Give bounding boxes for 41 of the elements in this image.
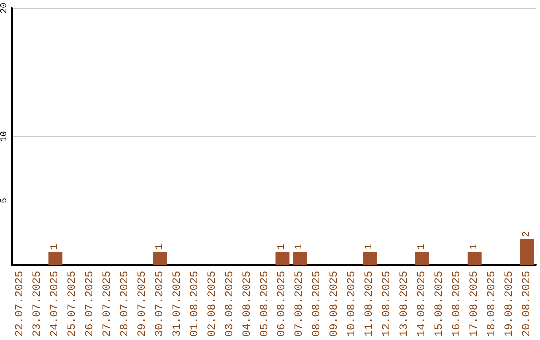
x-tick-label: 29.07.2025 <box>137 270 149 338</box>
data-label: 1 <box>416 244 428 250</box>
x-tick-label: 15.08.2025 <box>434 270 446 338</box>
x-tick-label: 25.07.2025 <box>67 270 80 338</box>
x-tick-label: 31.07.2025 <box>172 270 184 338</box>
x-tick-label: 14.08.2025 <box>416 270 428 338</box>
x-tick-label: 12.08.2025 <box>382 270 394 338</box>
data-label: 1 <box>469 244 480 250</box>
x-tick-label: 23.07.2025 <box>32 270 44 338</box>
x-tick-label: 06.08.2025 <box>276 270 289 338</box>
y-tick-label: 5 <box>0 198 10 204</box>
x-tick-label: 19.08.2025 <box>504 270 516 338</box>
x-tick-label: 13.08.2025 <box>399 270 411 338</box>
y-tick-label: 10 <box>0 131 10 142</box>
x-tick-label: 01.08.2025 <box>189 270 202 338</box>
x-tick-label: 26.07.2025 <box>84 270 97 338</box>
x-tick-label: 22.07.2025 <box>14 270 27 338</box>
x-tick-label: 18.08.2025 <box>486 270 498 338</box>
x-tick-label: 16.08.2025 <box>451 270 464 338</box>
data-label: 2 <box>522 231 533 238</box>
x-tick-label: 11.08.2025 <box>364 270 376 338</box>
x-tick-label: 05.08.2025 <box>259 270 272 338</box>
x-tick-label: 10.08.2025 <box>346 270 359 338</box>
x-tick-label: 03.08.2025 <box>224 270 236 338</box>
x-tick-label: 02.08.2025 <box>206 270 219 338</box>
x-tick-label: 28.07.2025 <box>120 270 132 338</box>
data-label: 1 <box>364 244 376 250</box>
data-label: 1 <box>50 244 62 250</box>
data-label: 1 <box>294 244 306 250</box>
y-tick-label: 20 <box>0 2 10 14</box>
x-tick-label: 24.07.2025 <box>50 270 62 338</box>
x-tick-label: 08.08.2025 <box>312 270 324 338</box>
x-tick-label: 30.07.2025 <box>154 270 166 338</box>
x-tick-label: 20.08.2025 <box>521 270 534 338</box>
data-label: 1 <box>277 244 288 250</box>
data-label: 1 <box>154 244 166 250</box>
x-tick-label: 27.07.2025 <box>102 270 114 338</box>
x-tick-label: 07.08.2025 <box>294 270 306 338</box>
x-tick-label: 09.08.2025 <box>329 270 342 338</box>
x-tick-label: 17.08.2025 <box>468 270 481 338</box>
x-tick-label: 04.08.2025 <box>242 270 254 338</box>
